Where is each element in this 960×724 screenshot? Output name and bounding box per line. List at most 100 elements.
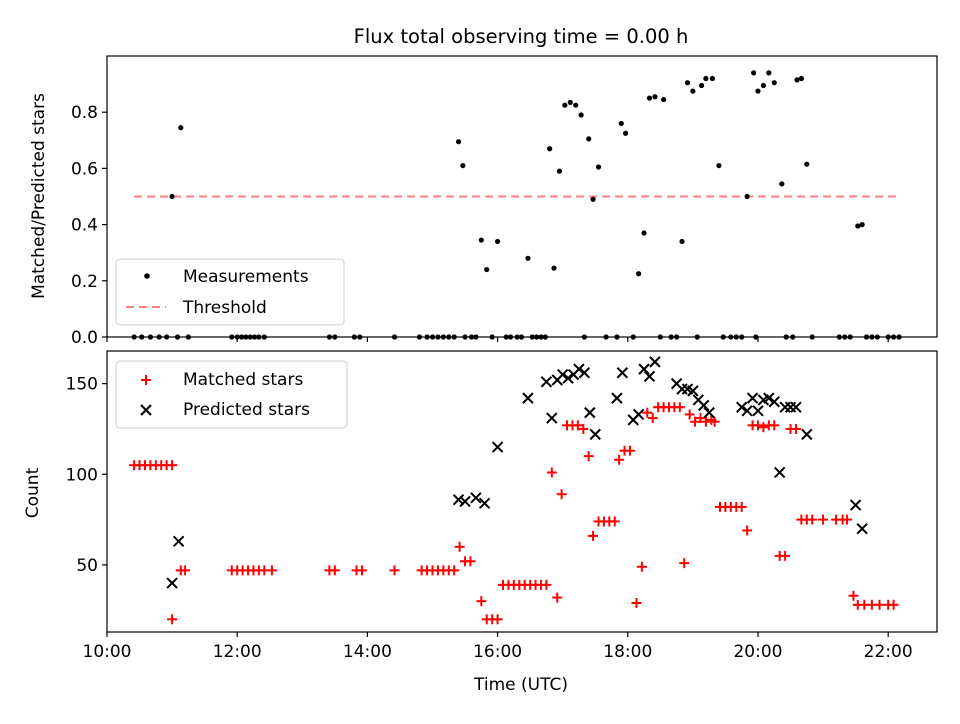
predicted-points xyxy=(166,356,868,589)
measurement-point xyxy=(679,238,685,245)
measurement-points xyxy=(131,70,902,340)
predicted-point xyxy=(703,406,715,419)
measurement-point xyxy=(562,102,568,108)
ratio-y-tick-label: 0.8 xyxy=(71,103,98,123)
measurement-point xyxy=(590,196,596,202)
matched-point xyxy=(624,445,635,456)
predicted-point xyxy=(562,372,574,384)
predicted-point xyxy=(849,499,862,511)
matched-point xyxy=(841,514,852,525)
ratio-y-tick-label: 0.4 xyxy=(71,216,98,236)
x-tick-label: 12:00 xyxy=(213,642,262,662)
measurement-point xyxy=(760,82,767,89)
predicted-point xyxy=(638,363,650,375)
measurement-point xyxy=(169,193,175,200)
ratio-legend: Measurements Threshold xyxy=(115,258,345,326)
matched-point xyxy=(556,489,567,500)
measurement-point xyxy=(178,125,184,131)
legend-matched-marker xyxy=(141,375,151,385)
measurement-point xyxy=(525,255,531,261)
measurement-point xyxy=(804,161,810,167)
predicted-point xyxy=(478,497,491,509)
measurement-point xyxy=(766,70,772,76)
legend-threshold-label: Threshold xyxy=(182,298,267,318)
measurement-point xyxy=(690,88,696,94)
matched-point xyxy=(614,454,625,465)
measurement-point xyxy=(595,164,602,170)
chart-title: Flux total observing time = 0.00 h xyxy=(354,25,689,48)
matched-point xyxy=(690,416,701,427)
predicted-point xyxy=(589,428,601,441)
matched-point xyxy=(700,416,711,427)
x-tick-label: 14:00 xyxy=(343,642,392,662)
matched-point xyxy=(752,420,763,431)
matched-point xyxy=(546,467,557,478)
predicted-point xyxy=(540,376,553,388)
matched-point xyxy=(647,413,658,424)
measurement-point xyxy=(618,120,624,127)
predicted-point xyxy=(649,356,661,368)
count-y-tick-label: 100 xyxy=(66,465,98,485)
predicted-point xyxy=(687,385,699,397)
measurement-point xyxy=(798,75,804,82)
x-axis-label: Time (UTC) xyxy=(473,675,568,695)
ratio-y-axis-label: Matched/Predicted stars xyxy=(29,93,49,299)
matched-point xyxy=(769,420,780,431)
count-y-tick-label: 150 xyxy=(66,375,98,395)
predicted-point xyxy=(172,535,185,548)
predicted-point xyxy=(790,401,802,413)
matched-point xyxy=(631,597,642,608)
matched-point xyxy=(790,423,801,434)
legend-measurements-label: Measurements xyxy=(183,267,309,287)
matched-point xyxy=(742,525,753,536)
matched-point xyxy=(389,565,400,576)
predicted-point xyxy=(632,408,645,421)
legend-predicted-marker xyxy=(140,404,152,416)
predicted-point xyxy=(578,367,591,379)
legend-matched-label: Matched stars xyxy=(183,370,303,390)
ratio-panel: 0.00.20.40.60.8 Matched/Predicted stars … xyxy=(29,55,938,348)
matched-point xyxy=(356,565,367,576)
matched-point xyxy=(449,565,460,576)
measurement-point xyxy=(744,193,750,200)
measurement-point xyxy=(484,266,490,273)
matched-points xyxy=(129,402,899,625)
predicted-point xyxy=(746,392,759,404)
measurement-point xyxy=(684,80,691,86)
measurement-point xyxy=(709,75,716,82)
predicted-point xyxy=(801,428,813,441)
matched-point xyxy=(679,558,690,569)
predicted-point xyxy=(773,466,786,479)
matched-point xyxy=(695,413,706,424)
measurement-point xyxy=(478,237,484,243)
measurement-point xyxy=(547,146,553,152)
measurement-point xyxy=(751,70,757,76)
measurement-point xyxy=(698,82,705,89)
legend-measurement-marker xyxy=(144,273,150,279)
matched-point xyxy=(609,516,620,527)
ratio-y-tick-label: 0.0 xyxy=(71,328,98,348)
measurement-point xyxy=(556,168,563,174)
matched-point xyxy=(848,590,859,601)
measurement-point xyxy=(660,96,667,103)
matched-point xyxy=(167,614,178,625)
measurement-point xyxy=(771,80,777,86)
x-tick-label: 22:00 xyxy=(864,642,913,662)
legend-predicted-x xyxy=(140,404,152,416)
matched-point xyxy=(329,565,340,576)
matched-point xyxy=(541,579,552,590)
matched-point xyxy=(709,416,720,427)
predicted-point xyxy=(741,405,753,417)
measurement-point xyxy=(578,112,584,118)
matched-point xyxy=(780,550,791,561)
predicted-point xyxy=(856,522,868,535)
measurement-point xyxy=(646,95,653,101)
matched-point xyxy=(454,541,465,552)
predicted-point xyxy=(556,368,569,381)
predicted-point xyxy=(752,405,764,417)
predicted-point xyxy=(611,392,623,404)
legend-predicted-label: Predicted stars xyxy=(183,400,310,420)
predicted-point xyxy=(643,370,656,383)
